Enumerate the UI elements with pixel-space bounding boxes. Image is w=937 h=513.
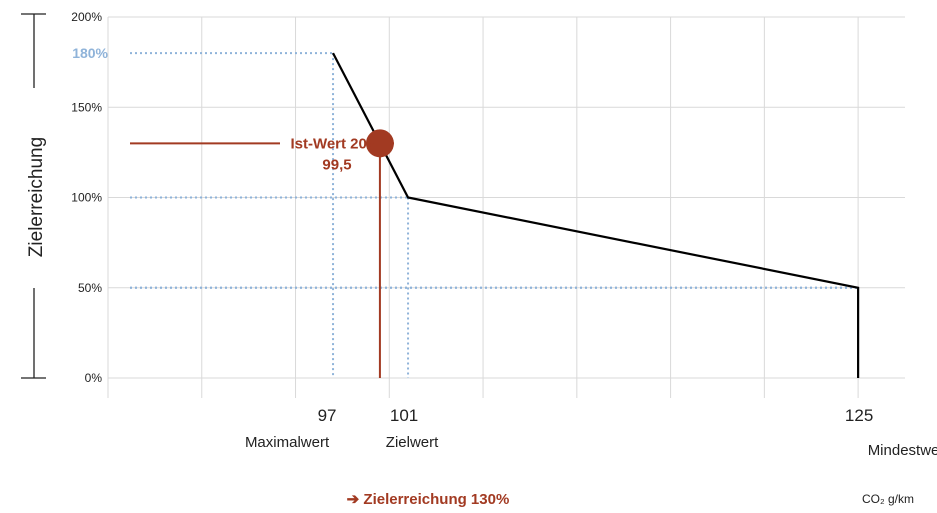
y-tick-label: 0% <box>85 371 103 385</box>
x-value-label: 125 <box>845 406 873 425</box>
y-tick-label: 100% <box>71 191 102 205</box>
y-tick-label: 50% <box>78 281 102 295</box>
text-layer: 0% 50% 100% 150% 200% 180% Ist-Wert 2024 99,5 97… <box>21 10 937 508</box>
y-axis-label: Zielerreichung <box>26 137 47 257</box>
result-text: ➔ Zielerreichung 130% <box>347 491 510 508</box>
x-name-label: Mindestwert <box>868 442 937 459</box>
unit-label: CO₂ g/km <box>862 492 914 506</box>
grid-layer <box>107 16 905 398</box>
target-curve-line <box>332 52 860 378</box>
actual-value-layer <box>130 129 394 378</box>
actual-label: Ist-Wert 2024 <box>290 135 384 152</box>
x-name-label: Zielwert <box>386 434 439 451</box>
highlight-tick-label: 180% <box>72 45 108 61</box>
actual-point <box>365 129 394 158</box>
y-tick-label: 200% <box>71 10 102 24</box>
series-layer <box>332 52 860 378</box>
reference-lines-layer <box>130 52 859 378</box>
x-value-label: 101 <box>390 406 418 425</box>
y-tick-label: 150% <box>71 100 102 114</box>
x-value-label: 97 <box>318 406 337 425</box>
actual-value-label: 99,5 <box>322 156 351 173</box>
x-name-label: Maximalwert <box>245 434 330 451</box>
